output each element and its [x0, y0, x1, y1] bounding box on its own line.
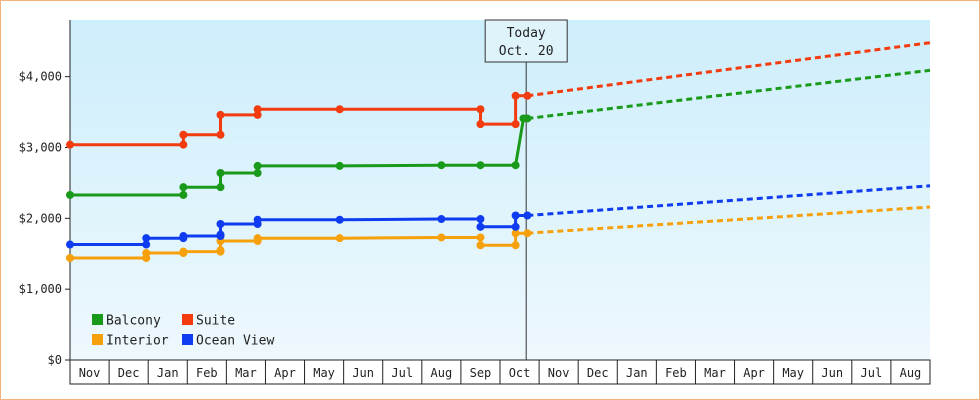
legend-swatch-suite — [182, 314, 193, 325]
data-point-interior — [476, 241, 485, 250]
y-tick-label: $1,000 — [19, 282, 62, 296]
data-point-suite — [179, 130, 188, 139]
data-point-ocean-view — [335, 215, 344, 224]
plot-background — [70, 20, 930, 360]
data-point-suite — [476, 120, 485, 129]
x-tick-label: Dec — [118, 366, 140, 380]
data-point-interior — [216, 246, 225, 255]
data-point-balcony — [179, 190, 188, 199]
legend-label-ocean-view: Ocean View — [196, 334, 274, 349]
data-point-ocean-view — [179, 232, 188, 241]
today-date: Oct. 20 — [499, 44, 554, 59]
x-tick-label: May — [782, 366, 804, 380]
x-tick-label: Nov — [79, 366, 101, 380]
forecast-line-interior — [527, 205, 931, 235]
x-tick-label: Dec — [587, 366, 609, 380]
data-point-ocean-view — [476, 222, 485, 231]
data-point-ocean-view — [437, 215, 446, 224]
x-tick-label: Jun — [821, 366, 843, 380]
data-point-ocean-view — [511, 222, 520, 231]
x-tick-label: Apr — [274, 366, 296, 380]
x-tick-label: Apr — [743, 366, 765, 380]
data-point-balcony — [523, 114, 532, 123]
data-point-balcony — [179, 183, 188, 192]
data-point-suite — [253, 110, 262, 119]
forecast-line-suite — [527, 41, 931, 98]
data-point-ocean-view — [142, 234, 151, 243]
data-point-interior — [511, 229, 520, 238]
x-tick-label: Oct — [509, 366, 531, 380]
y-tick-label: $4,000 — [19, 70, 62, 84]
today-label: Today — [507, 26, 546, 41]
x-tick-label: Jun — [352, 366, 374, 380]
today-box — [484, 19, 568, 63]
data-point-interior — [253, 234, 262, 243]
legend-swatch-balcony — [92, 314, 103, 325]
x-tick-label: Jan — [626, 366, 648, 380]
data-point-balcony — [216, 183, 225, 192]
data-point-ocean-view — [66, 240, 74, 249]
x-tick-label: Nov — [548, 366, 570, 380]
x-tick-label: Mar — [235, 366, 257, 380]
y-tick-label: $2,000 — [19, 211, 62, 225]
x-tick-label: Aug — [900, 366, 922, 380]
data-point-suite — [476, 105, 485, 114]
legend-swatch-interior — [92, 334, 103, 345]
data-point-interior — [179, 247, 188, 256]
data-point-balcony — [511, 161, 520, 170]
x-tick-label: Jul — [861, 366, 883, 380]
data-point-suite — [253, 105, 262, 114]
data-point-balcony — [216, 169, 225, 177]
data-point-ocean-view — [476, 215, 485, 224]
data-point-interior — [511, 241, 520, 250]
data-point-balcony — [476, 161, 485, 170]
data-point-balcony — [66, 190, 74, 199]
data-point-interior — [335, 234, 344, 243]
data-point-balcony — [335, 161, 344, 170]
data-point-suite — [511, 91, 520, 100]
data-point-ocean-view — [511, 211, 520, 220]
x-tick-label: Sep — [470, 366, 492, 380]
data-point-interior — [476, 233, 485, 242]
data-point-suite — [335, 105, 344, 114]
x-tick-label: Mar — [704, 366, 726, 380]
x-tick-label: Jan — [157, 366, 179, 380]
x-tick-label: Feb — [665, 366, 687, 380]
data-point-interior — [523, 229, 532, 238]
data-point-suite — [216, 110, 225, 119]
data-point-suite — [66, 140, 74, 149]
forecast-line-ocean-view — [527, 184, 931, 217]
legend-label-balcony: Balcony — [106, 314, 161, 329]
forecast-line-balcony — [527, 68, 931, 120]
data-point-interior — [142, 249, 151, 258]
data-point-interior — [66, 254, 74, 262]
data-point-balcony — [253, 169, 262, 177]
data-point-suite — [179, 140, 188, 149]
data-point-ocean-view — [523, 211, 532, 220]
legend-label-interior: Interior — [106, 334, 169, 349]
data-point-interior — [437, 233, 446, 242]
data-point-balcony — [253, 161, 262, 170]
y-tick-label: $0 — [48, 353, 62, 367]
data-point-suite — [511, 120, 520, 129]
data-point-suite — [523, 91, 532, 100]
x-tick-label: Feb — [196, 366, 218, 380]
data-point-balcony — [437, 161, 446, 170]
data-point-ocean-view — [216, 230, 225, 239]
data-point-ocean-view — [253, 215, 262, 224]
data-point-ocean-view — [142, 240, 151, 249]
y-tick-label: $3,000 — [19, 141, 62, 155]
data-point-ocean-view — [216, 220, 225, 228]
legend-label-suite: Suite — [196, 314, 235, 329]
x-tick-label: Jul — [391, 366, 413, 380]
x-tick-label: Aug — [431, 366, 453, 380]
legend-swatch-ocean-view — [182, 334, 193, 345]
x-tick-label: May — [313, 366, 335, 380]
data-point-suite — [216, 130, 225, 139]
